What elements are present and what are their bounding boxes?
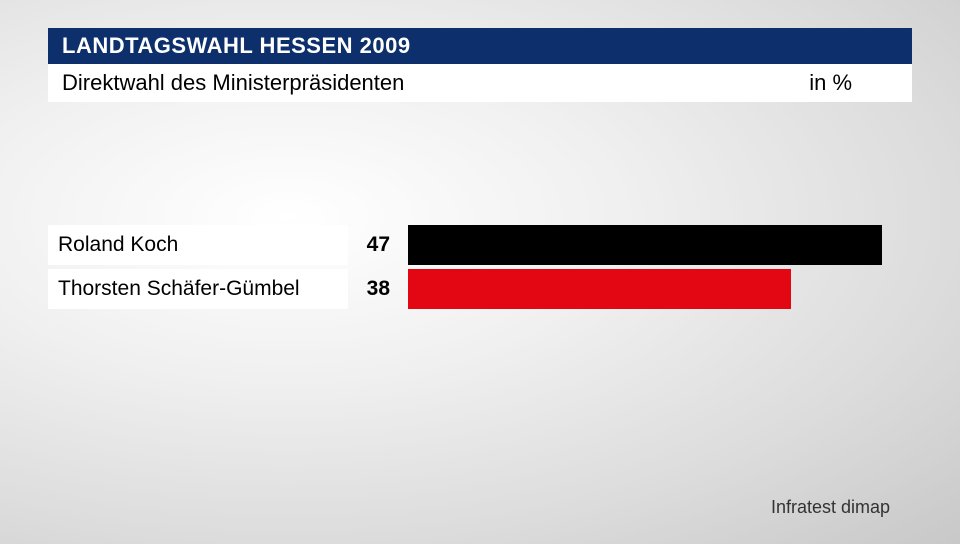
source-attribution: Infratest dimap: [771, 497, 890, 518]
chart-area: Roland Koch 47 Thorsten Schäfer-Gümbel 3…: [48, 225, 912, 313]
bar-fill-1: [408, 269, 791, 309]
subheader-bar: Direktwahl des Ministerpräsidenten in %: [48, 64, 912, 102]
subheader-unit: in %: [809, 70, 852, 96]
bar-row: Thorsten Schäfer-Gümbel 38: [48, 269, 912, 309]
bar-track-1: [408, 269, 912, 309]
bar-track-0: [408, 225, 912, 265]
bar-label-0: Roland Koch: [48, 225, 348, 265]
header-title: LANDTAGSWAHL HESSEN 2009: [62, 33, 411, 59]
bar-value-0: 47: [348, 225, 408, 265]
subheader-title: Direktwahl des Ministerpräsidenten: [62, 70, 404, 96]
bar-row: Roland Koch 47: [48, 225, 912, 265]
bar-value-1: 38: [348, 269, 408, 309]
bar-fill-0: [408, 225, 882, 265]
bar-label-1: Thorsten Schäfer-Gümbel: [48, 269, 348, 309]
header-bar: LANDTAGSWAHL HESSEN 2009: [48, 28, 912, 64]
